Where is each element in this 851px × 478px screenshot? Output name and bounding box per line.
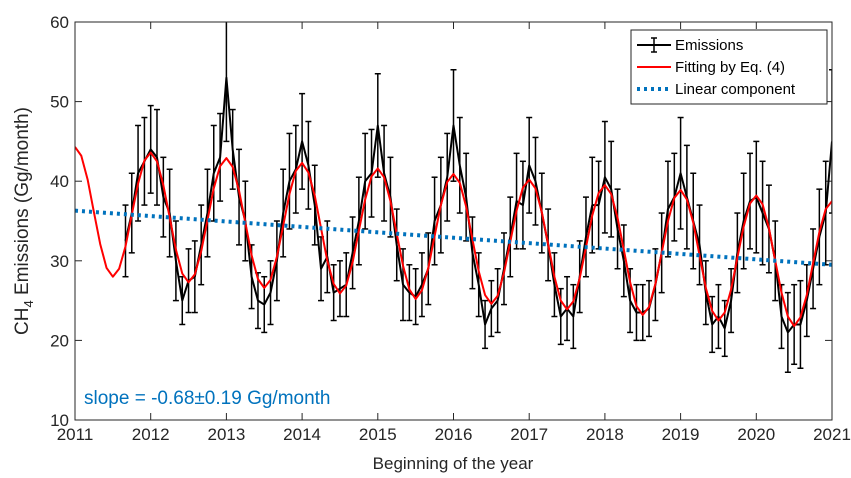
- plot-frame: [74, 21, 833, 421]
- y-tick-label: 30: [50, 252, 69, 271]
- x-tick-label: 2019: [662, 425, 700, 444]
- x-tick-label: 2013: [207, 425, 245, 444]
- x-tick-label: 2016: [435, 425, 473, 444]
- x-tick-label: 2015: [359, 425, 397, 444]
- y-tick-label: 50: [50, 93, 69, 112]
- legend: Emissions Fitting by Eq. (4) Linear compon…: [630, 29, 828, 105]
- x-tick-label: 2014: [283, 425, 321, 444]
- error-bar: [829, 69, 832, 214]
- legend-label: Linear component: [675, 81, 796, 98]
- y-tick-label: 10: [50, 411, 69, 430]
- y-label-part: Emissions (Gg/month): [12, 107, 33, 300]
- series-line: [75, 208, 832, 267]
- legend-label: Fitting by Eq. (4): [675, 59, 785, 76]
- x-tick-label: 2018: [586, 425, 624, 444]
- x-tick-label: 2021: [813, 425, 851, 444]
- y-tick-label: 20: [50, 331, 69, 350]
- x-tick-label: 2011: [57, 425, 94, 444]
- annotation: slope = -0.68±0.19 Gg/month: [84, 388, 331, 409]
- legend-label: Emissions: [675, 37, 743, 54]
- series-line: [75, 146, 832, 328]
- y-axis-label: CH4 Emissions (Gg/month): [12, 107, 36, 335]
- y-label-part: CH: [12, 308, 33, 335]
- y-tick-label: 40: [50, 172, 69, 191]
- x-tick-label: 2012: [132, 425, 170, 444]
- y-label-sub: 4: [21, 300, 36, 307]
- y-tick-label: 60: [50, 13, 69, 32]
- x-tick-label: 2020: [737, 425, 775, 444]
- x-axis-label: Beginning of the year: [373, 454, 534, 473]
- x-tick-label: 2017: [510, 425, 548, 444]
